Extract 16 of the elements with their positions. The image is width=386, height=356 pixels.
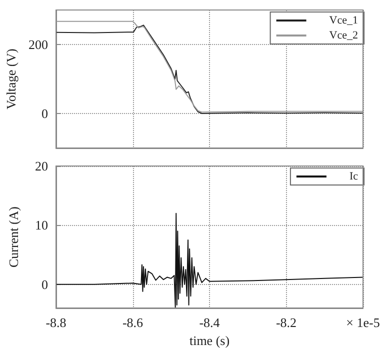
y-axis-title: Voltage (V) [4,48,19,110]
x-axis-title: time (s) [189,333,230,348]
y-tick-label: 0 [42,106,48,121]
x-tick-label: -8.4 [199,315,220,330]
x-tick-label: -8.8 [46,315,66,330]
y-tick-label: 200 [28,37,48,52]
legend-label: Vce_1 [329,14,358,26]
y-tick-label: 0 [42,276,48,292]
x-tick-label: × 1e-5 [346,315,380,330]
x-tick-label: -8.6 [122,315,144,330]
y-axis-title: Current (A) [6,206,21,268]
legend-label: Ic [349,170,358,182]
legend-label: Vce_2 [329,30,358,42]
y-tick-label: 20 [35,158,48,174]
y-tick-label: 10 [35,218,48,233]
x-tick-label: -8.2 [276,315,297,330]
